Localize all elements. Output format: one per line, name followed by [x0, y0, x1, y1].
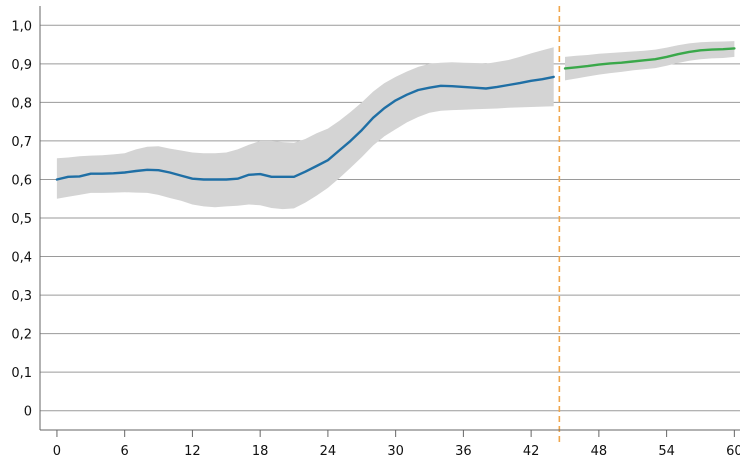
x-tick-label: 24 — [320, 444, 337, 459]
y-tick-label: 0,8 — [11, 96, 32, 111]
series-lines — [55, 47, 736, 181]
y-tick-label: 0,3 — [11, 289, 32, 304]
x-tick-label: 42 — [523, 444, 540, 459]
x-tick-label: 6 — [121, 444, 129, 459]
x-tick-label: 48 — [591, 444, 608, 459]
y-tick-label: 0,4 — [11, 251, 32, 266]
confidence-bands — [56, 41, 735, 210]
y-tick-label: 0,7 — [11, 135, 32, 150]
y-tick-label: 0,2 — [11, 328, 32, 343]
x-tick-label: 60 — [726, 444, 740, 459]
x-tick-label: 36 — [455, 444, 472, 459]
x-tick-label: 54 — [658, 444, 675, 459]
y-axis-ticks: 0 0,1 0,2 0,3 0,4 0,5 0,6 0,7 0,8 0,9 1,0 — [11, 19, 32, 419]
x-tick-label: 12 — [184, 444, 201, 459]
y-tick-label: 0,5 — [11, 212, 32, 227]
y-tick-label: 0,9 — [11, 58, 32, 73]
forecast-series-line — [563, 47, 736, 70]
y-tick-label: 0,1 — [11, 366, 32, 381]
y-tick-label: 1,0 — [11, 19, 32, 34]
confidence-band — [56, 47, 554, 210]
x-tick-label: 18 — [252, 444, 269, 459]
history-series-line — [55, 75, 555, 181]
axes — [39, 6, 740, 431]
x-tick-label: 0 — [53, 444, 61, 459]
y-tick-label: 0,6 — [11, 173, 32, 188]
y-tick-label: 0 — [24, 405, 32, 420]
x-axis-ticks: 0 6 12 18 24 30 36 42 48 54 60 — [53, 430, 740, 459]
x-tick-label: 30 — [387, 444, 404, 459]
